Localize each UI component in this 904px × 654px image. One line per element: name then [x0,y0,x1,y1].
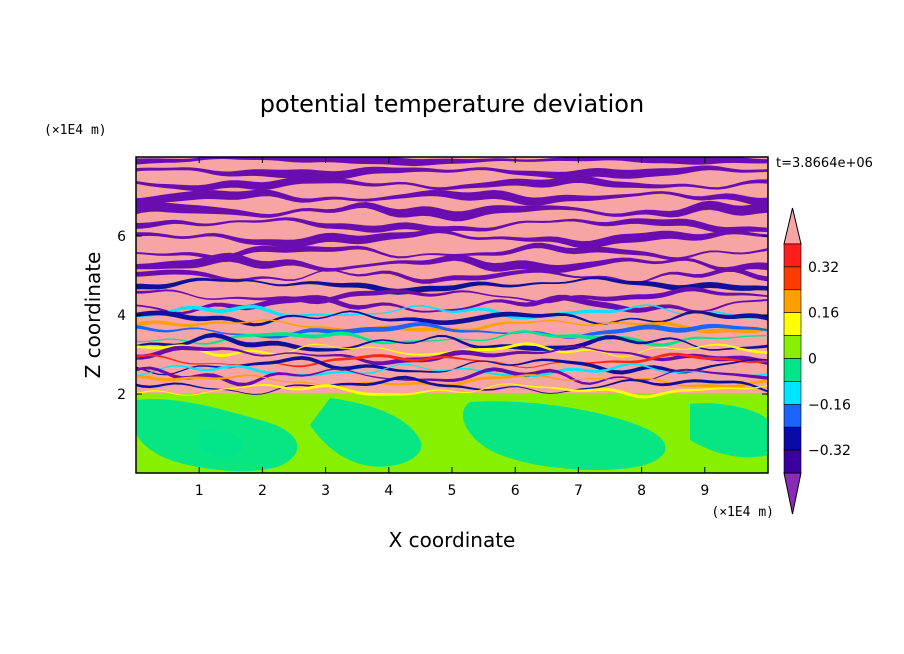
field-band-5 [136,217,768,234]
field-band-2 [136,175,768,192]
x-tick-label-5: 6 [511,483,520,499]
x-axis-label: X coordinate [389,528,516,552]
field-band-10 [136,276,768,295]
x-tick-label-2: 3 [321,483,330,499]
x-tick-label-3: 4 [384,483,393,499]
colorbar-swatch-7 [783,403,802,428]
colorbar-label-0: 0.32 [808,260,839,276]
colorbar-label-2: 0 [808,352,817,368]
colorbar-top-arrow [783,207,802,245]
colorbar-label-4: −0.32 [808,443,851,459]
field-blob-2 [462,401,666,470]
y-tick-label-2: 6 [117,229,126,245]
x-tick-label-8: 9 [700,483,709,499]
field-band-22 [136,356,768,376]
colorbar-swatch-6 [783,381,802,405]
colorbar-swatch-4 [783,335,802,359]
field-bands [136,157,768,399]
time-label: t=3.8664e+06 [776,156,873,171]
x-axis: 1 2 3 4 5 6 7 8 9 [195,157,709,499]
y-tick-label-0: 2 [117,387,126,403]
colorbar-swatch-3 [783,312,802,336]
chart-title: potential temperature deviation [260,90,644,118]
field-band-21 [136,352,768,369]
field-band-27 [136,383,768,399]
field-band-20 [136,345,768,366]
field-blob-4 [200,429,243,458]
field-band-18 [136,332,768,352]
y-tick-label-1: 4 [117,308,126,324]
colorbar-label-3: −0.16 [808,397,851,413]
colorbar-swatch-8 [783,426,802,451]
field-blob-3 [690,403,768,458]
field-band-12 [136,294,768,315]
colorbar: 0.32 0.16 0 −0.16 −0.32 [783,207,851,515]
x-tick-label-7: 8 [637,483,646,499]
heatmap-field [136,157,768,473]
colorbar-swatch-9 [783,449,802,474]
field-band-6 [136,229,768,249]
x-tick-label-1: 2 [258,483,267,499]
field-band-15 [136,319,768,334]
field-blob-1 [310,398,422,467]
x-tick-label-4: 5 [448,483,457,499]
y-axis: 2 4 6 [117,229,768,403]
y-axis-unit: (×1E4 m) [44,123,107,138]
colorbar-bottom-arrow [783,472,802,515]
field-band-17 [136,330,768,347]
y-axis-label: Z coordinate [81,252,105,379]
field-band-3 [136,189,768,206]
field-band-9 [136,267,768,284]
field-band-1 [136,165,768,181]
colorbar-swatch-5 [783,358,802,382]
colorbar-swatch-2 [783,289,802,313]
x-tick-label-0: 1 [195,483,204,499]
field-band-23 [136,362,768,378]
x-axis-unit: (×1E4 m) [711,505,774,520]
colorbar-label-1: 0.16 [808,306,839,322]
colorbar-swatch-0 [783,243,802,268]
field-blobs [136,398,768,472]
field-band-8 [136,252,768,274]
field-band-4 [136,200,768,222]
field-band-7 [136,242,768,261]
field-band-26 [136,375,768,395]
x-tick-label-6: 7 [574,483,583,499]
colorbar-swatch-1 [783,266,802,291]
